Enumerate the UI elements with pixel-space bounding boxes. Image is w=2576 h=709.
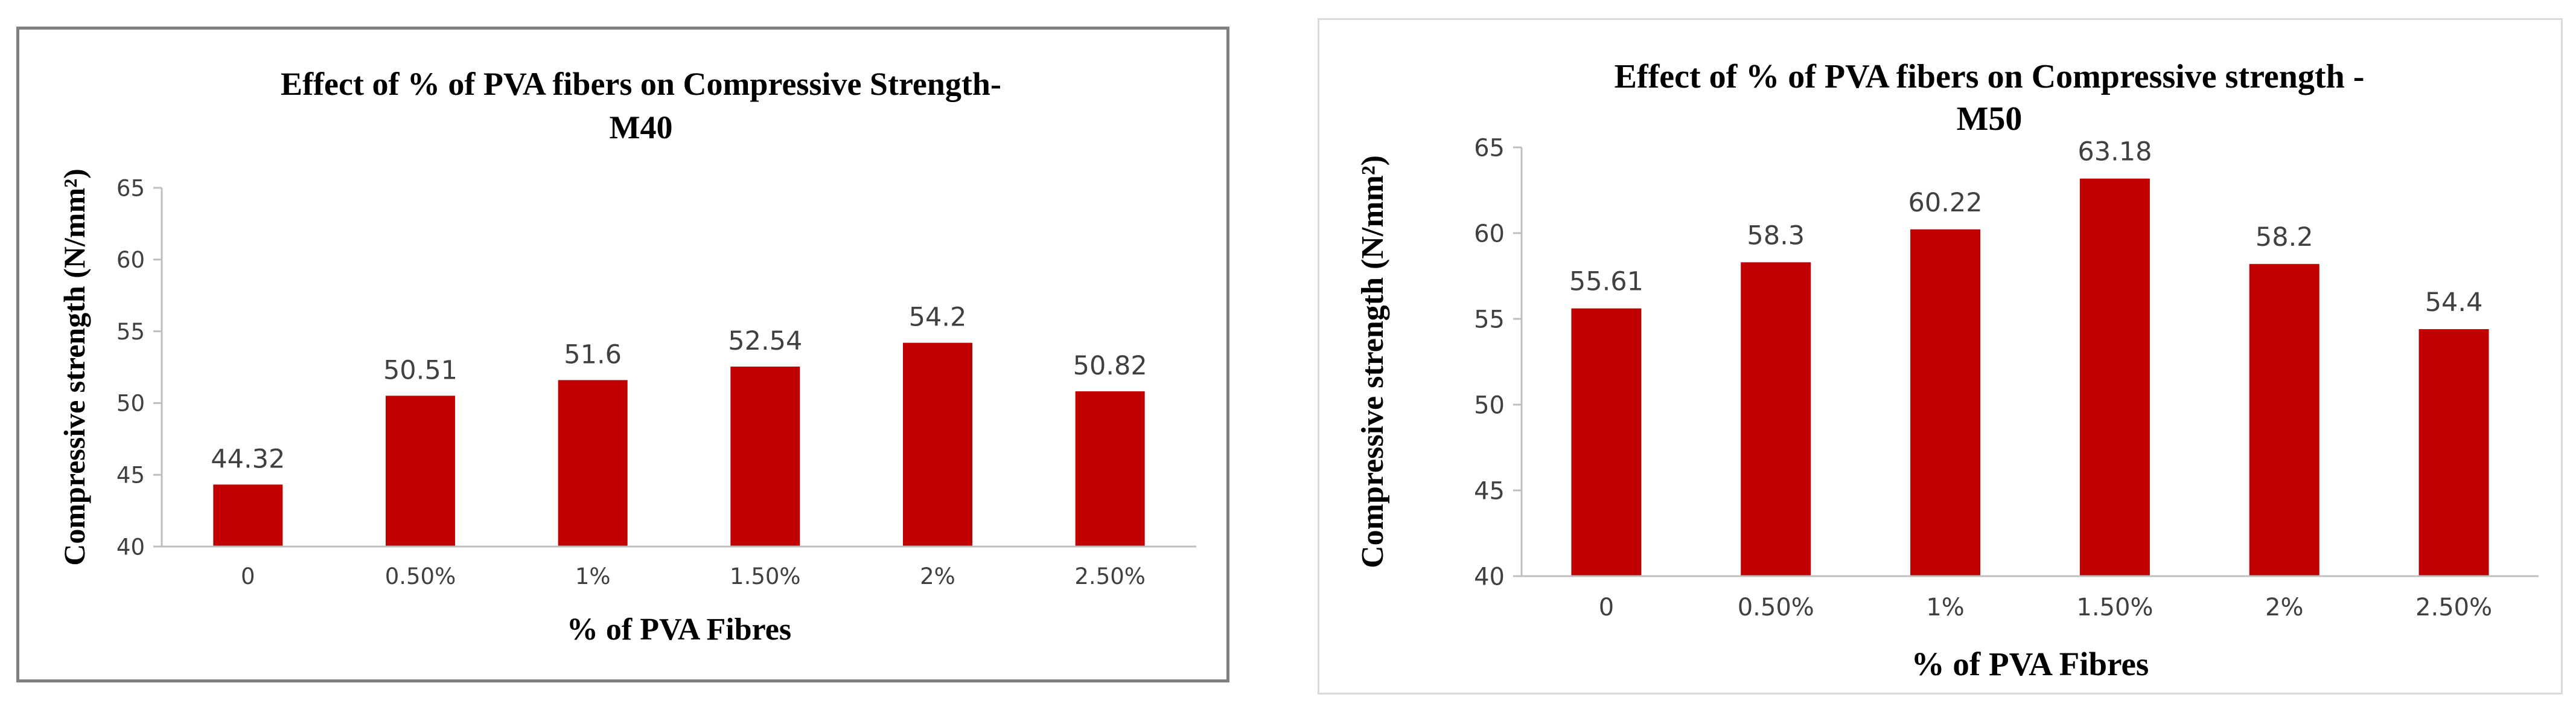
data-label: 63.18 [2077, 137, 2152, 167]
bar [1910, 229, 1981, 576]
chart-title-line-2: M40 [610, 109, 673, 146]
y-tick-label: 60 [116, 247, 145, 273]
chart-title-line-2: M50 [1957, 100, 2023, 138]
x-tick-label: 1.50% [2076, 594, 2153, 621]
data-label: 55.61 [1569, 267, 1643, 297]
x-tick-label: 0.50% [385, 563, 456, 589]
y-tick-label: 50 [116, 391, 145, 417]
x-tick-label: 1% [1926, 594, 1964, 621]
data-label: 50.82 [1073, 351, 1147, 381]
bar [903, 342, 972, 547]
data-label: 44.32 [211, 444, 285, 474]
data-label: 52.54 [728, 326, 802, 356]
chart-m40-svg: Effect of % of PVA fibers on Compressive… [57, 66, 1196, 647]
data-label: 58.3 [1747, 220, 1805, 251]
x-tick-label: 2.50% [2415, 594, 2492, 621]
chart-panel-m50: Effect of % of PVA fibers on Compressive… [1318, 18, 2563, 695]
y-tick-label: 65 [116, 175, 145, 201]
y-tick-label: 40 [116, 534, 145, 560]
bar [1075, 391, 1145, 547]
y-tick-label: 65 [1474, 134, 1505, 162]
x-axis-title: % of PVA Fibres [567, 612, 791, 647]
bar [386, 396, 455, 547]
y-tick-label: 55 [116, 319, 145, 345]
y-axis-title: Compressive strength (N/mm²) [57, 168, 91, 566]
data-label: 54.2 [909, 303, 967, 333]
bar [558, 380, 628, 547]
x-axis-title: % of PVA Fibres [1911, 646, 2149, 682]
data-label: 60.22 [1908, 188, 1983, 218]
chart-title-line-1: Effect of % of PVA fibers on Compressive… [281, 66, 1001, 102]
x-tick-label: 1% [575, 563, 611, 589]
data-label: 54.4 [2425, 287, 2483, 318]
bar [2249, 264, 2319, 576]
y-tick-label: 40 [1474, 563, 1505, 591]
x-tick-label: 2% [2265, 594, 2303, 621]
bar [1571, 308, 1642, 576]
y-tick-label: 45 [1474, 477, 1505, 505]
bar [730, 367, 800, 547]
x-tick-label: 1.50% [730, 563, 801, 589]
chart-panel-m40: Effect of % of PVA fibers on Compressive… [16, 27, 1229, 682]
bar [1741, 262, 1811, 576]
data-label: 51.6 [564, 339, 622, 370]
y-tick-label: 45 [116, 463, 145, 489]
bar [213, 484, 283, 547]
bar [2079, 178, 2150, 576]
y-tick-label: 55 [1474, 306, 1505, 333]
data-label: 58.2 [2256, 222, 2313, 252]
x-tick-label: 0 [241, 563, 255, 589]
x-tick-label: 0 [1599, 594, 1614, 621]
x-tick-label: 2% [920, 563, 955, 589]
y-tick-label: 60 [1474, 220, 1505, 248]
x-tick-label: 0.50% [1738, 594, 1814, 621]
y-tick-label: 50 [1474, 391, 1505, 419]
chart-title-line-1: Effect of % of PVA fibers on Compressive… [1615, 58, 2365, 95]
bar [2418, 329, 2489, 576]
chart-m50-svg: Effect of % of PVA fibers on Compressive… [1356, 58, 2539, 682]
x-tick-label: 2.50% [1074, 563, 1146, 589]
data-label: 50.51 [383, 355, 457, 385]
y-axis-title: Compressive strength (N/mm²) [1356, 155, 1390, 568]
